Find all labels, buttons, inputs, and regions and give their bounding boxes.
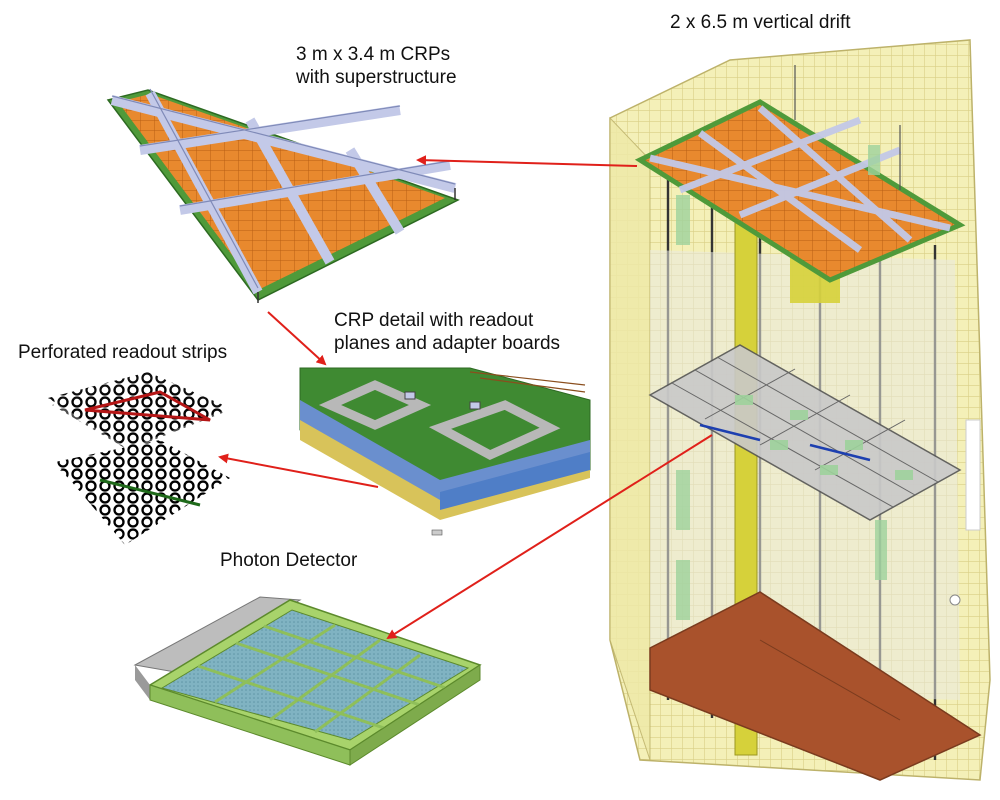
crps-label-line1: 3 m x 3.4 m CRPs bbox=[296, 44, 451, 65]
perforated-strips-render bbox=[48, 372, 230, 545]
photon-detector-label: Photon Detector bbox=[220, 550, 358, 571]
photon-detector-render bbox=[133, 596, 482, 766]
crps-label: 3 m x 3.4 m CRPs with superstructure bbox=[296, 44, 457, 90]
arrow-crp-to-detail bbox=[267, 311, 327, 366]
arrows bbox=[218, 155, 713, 640]
cryostat-vertical-drift bbox=[609, 39, 991, 781]
crps-label-line2: with superstructure bbox=[296, 66, 457, 88]
crp-superstructure-render bbox=[106, 88, 460, 303]
arrow-cryostat-to-crp bbox=[416, 155, 638, 167]
vertical-drift-label: 2 x 6.5 m vertical drift bbox=[670, 12, 851, 33]
crp-detail-render bbox=[299, 367, 591, 536]
arrow-detail-to-strips bbox=[218, 453, 379, 488]
crp-detail-label: CRP detail with readout planes and adapt… bbox=[334, 310, 560, 356]
arrow-cathode-to-photon-detector bbox=[386, 434, 713, 640]
perforated-strips-label: Perforated readout strips bbox=[18, 342, 228, 363]
crp-detail-label-line1: CRP detail with readout bbox=[334, 310, 534, 331]
crp-detail-label-line2: planes and adapter boards bbox=[334, 332, 561, 354]
